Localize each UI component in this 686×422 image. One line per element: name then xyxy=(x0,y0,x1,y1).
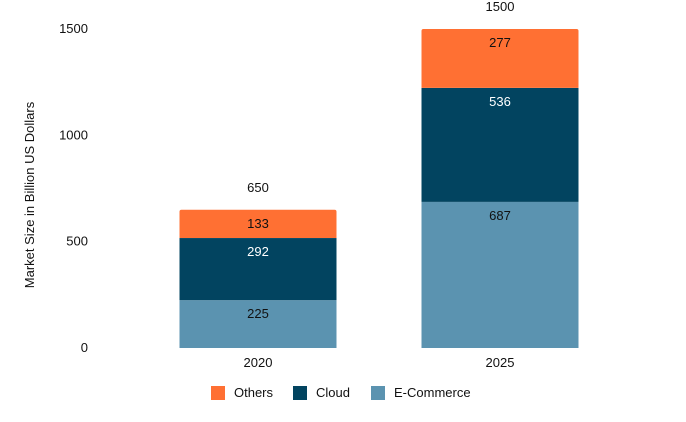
segment-value-label: 133 xyxy=(247,216,269,231)
total-labels: 650 1500 xyxy=(247,0,514,195)
legend-label-e-commerce: E-Commerce xyxy=(394,385,471,400)
segment-value-label: 225 xyxy=(247,306,269,321)
y-tick-label: 500 xyxy=(66,234,88,249)
legend: Others Cloud E-Commerce xyxy=(211,385,471,400)
legend-swatch-others xyxy=(211,386,225,400)
x-axis-ticks: 2020 2025 xyxy=(244,355,515,370)
segment-value-label: 536 xyxy=(489,94,511,109)
y-axis-title: Market Size in Billion US Dollars xyxy=(22,101,37,288)
bar-segment-cloud-2025 xyxy=(421,87,579,202)
bar-segment-others-2020 xyxy=(179,209,337,239)
bar-segment-e-commerce-2020 xyxy=(179,300,337,348)
bar-segment-e-commerce-2025 xyxy=(421,201,579,348)
legend-label-cloud: Cloud xyxy=(316,385,350,400)
y-axis-ticks: 0 500 1000 1500 xyxy=(59,21,88,355)
y-tick-label: 1000 xyxy=(59,127,88,142)
segment-labels: 225 292 133 687 536 277 xyxy=(247,35,511,321)
bars xyxy=(179,29,579,348)
bar-segment-others-2025 xyxy=(421,29,579,88)
bar-segment-cloud-2020 xyxy=(179,238,337,301)
y-tick-label: 1500 xyxy=(59,21,88,36)
y-axis-title-group: Market Size in Billion US Dollars xyxy=(22,101,37,288)
legend-label-others: Others xyxy=(234,385,274,400)
legend-swatch-e-commerce xyxy=(371,386,385,400)
segment-value-label: 277 xyxy=(489,35,511,50)
total-value-label: 650 xyxy=(247,180,269,195)
legend-swatch-cloud xyxy=(293,386,307,400)
segment-value-label: 292 xyxy=(247,244,269,259)
x-tick-label: 2025 xyxy=(486,355,515,370)
total-value-label: 1500 xyxy=(486,0,515,14)
x-tick-label: 2020 xyxy=(244,355,273,370)
segment-value-label: 687 xyxy=(489,208,511,223)
y-tick-label: 0 xyxy=(81,340,88,355)
